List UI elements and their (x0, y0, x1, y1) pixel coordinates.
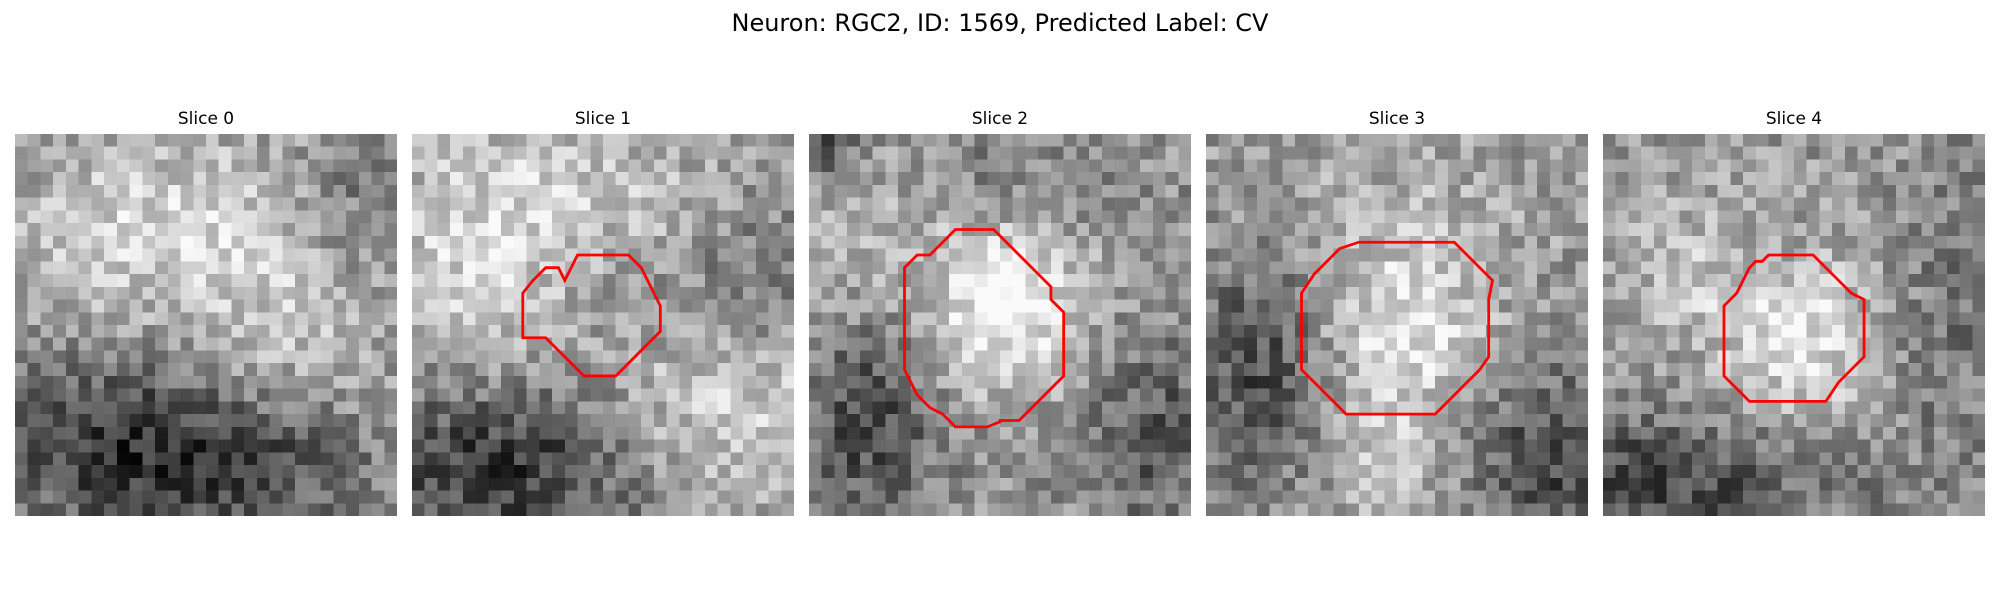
slice-panel-4: Slice 4 (1603, 108, 1985, 516)
cell-outline-2 (903, 228, 1066, 429)
slice-title-4: Slice 4 (1765, 109, 1823, 129)
slice-title-3: Slice 3 (1368, 109, 1426, 129)
figure-title: Neuron: RGC2, ID: 1569, Predicted Label:… (731, 9, 1269, 37)
cell-outline-3 (1300, 240, 1495, 416)
cell-outline-1 (521, 253, 662, 378)
slice-panel-0: Slice 0 (15, 108, 397, 516)
cell-outline-4 (1722, 253, 1866, 403)
slice-image-1 (412, 134, 794, 516)
slice-image-3 (1206, 134, 1588, 516)
slice-panel-1: Slice 1 (412, 108, 794, 516)
slice-panel-3: Slice 3 (1206, 108, 1588, 516)
slice-title-2: Slice 2 (971, 109, 1029, 129)
slice-title-1: Slice 1 (574, 109, 632, 129)
slice-image-4 (1603, 134, 1985, 516)
slice-image-2 (809, 134, 1191, 516)
slice-panel-2: Slice 2 (809, 108, 1191, 516)
slice-image-0 (15, 134, 397, 516)
slice-title-0: Slice 0 (177, 109, 235, 129)
